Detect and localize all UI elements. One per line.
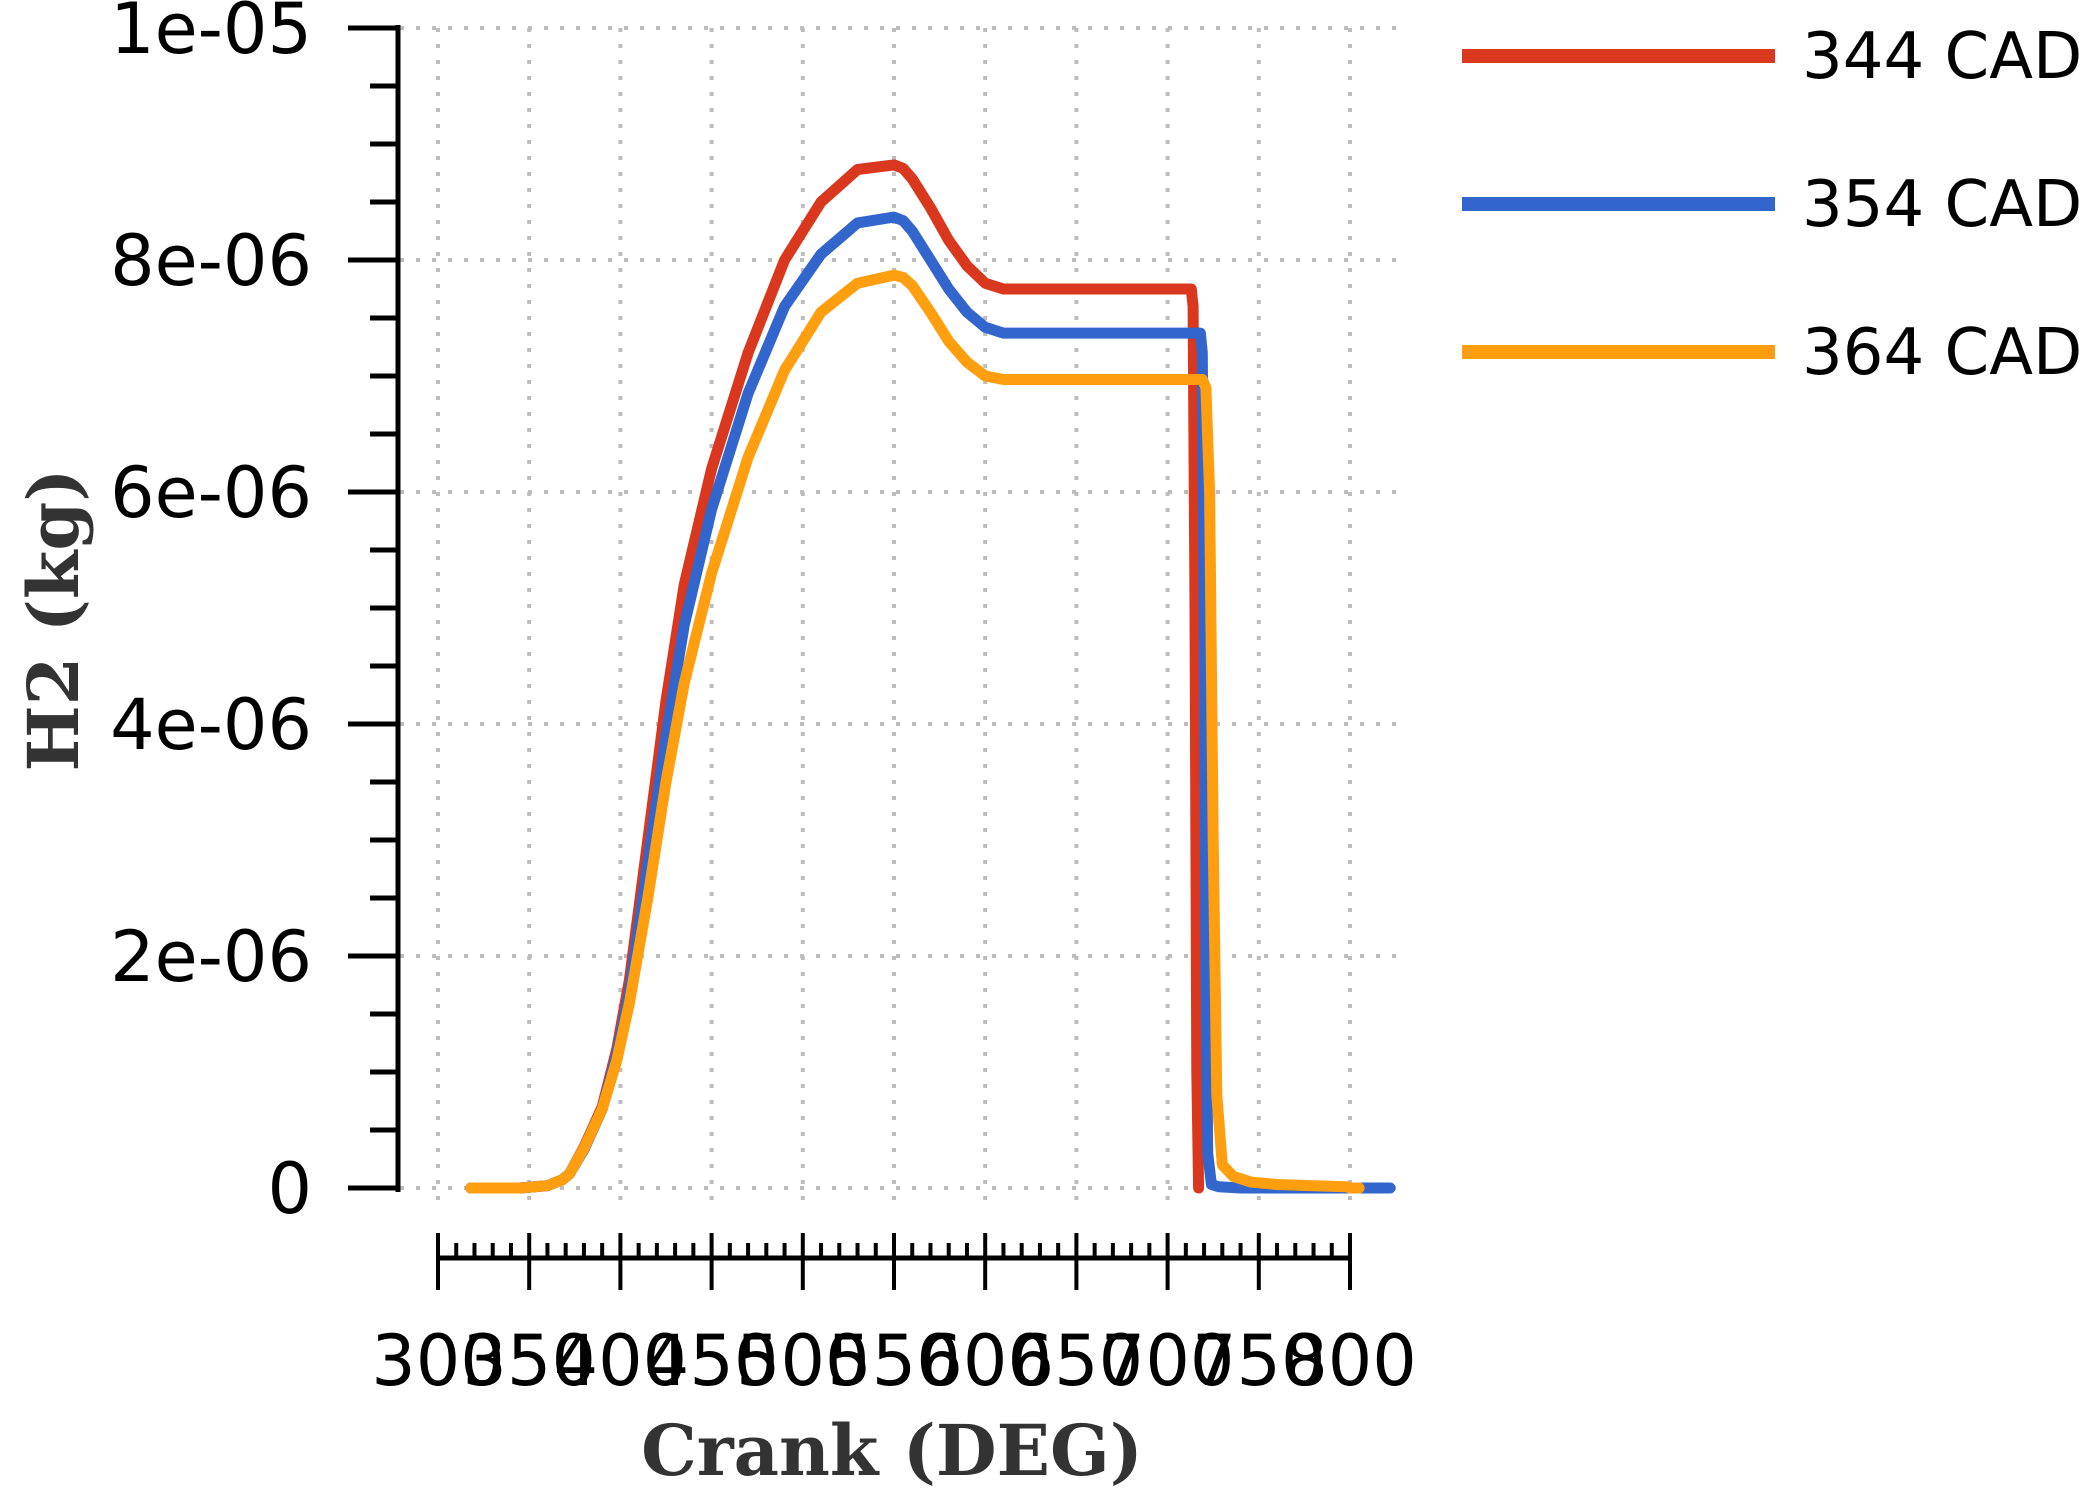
x-tick-label: 600	[918, 1320, 1052, 1402]
x-tick-label: 650	[1010, 1320, 1144, 1402]
series-layer	[465, 159, 1396, 1194]
x-tick-label: 500	[736, 1320, 870, 1402]
x-tick-label: 750	[1192, 1320, 1326, 1402]
y-tick-label: 4e-06	[110, 684, 312, 766]
y-tick-label: 1e-05	[110, 0, 312, 70]
y-tick-label: 6e-06	[110, 452, 312, 534]
series-line	[465, 211, 1396, 1194]
x-axis-title: Crank (DEG)	[641, 1409, 1143, 1488]
x-tick-label: 700	[1101, 1320, 1235, 1402]
legend-label: 354 CAD	[1802, 168, 2079, 242]
y-tick-label: 8e-06	[110, 220, 312, 302]
grid	[400, 26, 1400, 1200]
series-line	[465, 159, 1205, 1194]
x-tick-label: 350	[462, 1320, 596, 1402]
series-line	[465, 269, 1365, 1194]
y-axis-title: H2 (kg)	[12, 469, 95, 772]
x-tick-label: 550	[827, 1320, 961, 1402]
y-tick-label: 0	[267, 1148, 312, 1230]
x-tick-label: 400	[554, 1320, 688, 1402]
y-axis: 0 2e-06 4e-06 6e-06 8e-06 1e-05	[110, 0, 401, 1230]
x-tick-label: 300	[371, 1320, 505, 1402]
x-tick-label: 800	[1283, 1320, 1417, 1402]
legend: 344 CAD 354 CAD 364 CAD	[1462, 20, 2079, 390]
y-tick-label: 2e-06	[110, 916, 312, 998]
legend-label: 364 CAD	[1802, 316, 2079, 390]
legend-label: 344 CAD	[1802, 20, 2079, 94]
x-tick-label: 450	[645, 1320, 779, 1402]
